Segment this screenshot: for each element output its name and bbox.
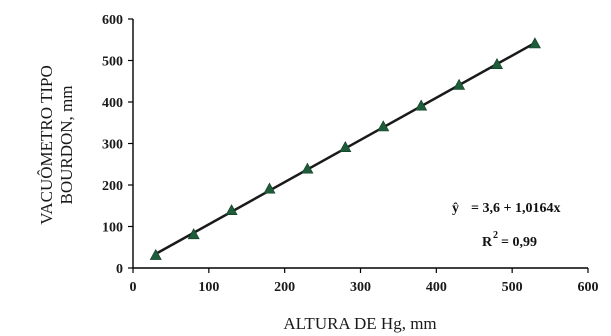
- x-axis-title: ALTURA DE Hg, mm: [283, 314, 436, 333]
- data-point-triangle: [301, 162, 314, 174]
- y-axis-title: VACUÔMETRO TIPO BOURDON, mm: [37, 65, 76, 224]
- y-tick-label: 300: [102, 138, 123, 153]
- x-tick-label: 300: [350, 280, 371, 295]
- data-point-triangle: [187, 228, 200, 240]
- plot-area: 0 100 200 300 400 500 600 0 100 200 300 400 500 600: [102, 13, 599, 295]
- data-point-triangle: [415, 99, 428, 111]
- r-squared-superscript: 2: [493, 230, 498, 241]
- y-axis-title-line-1: VACUÔMETRO TIPO: [37, 65, 56, 224]
- y-tick-label: 200: [102, 179, 123, 194]
- y-tick-label: 0: [116, 262, 123, 277]
- x-axis-ticks: 0 100 200 300 400 500 600: [130, 268, 599, 295]
- r-squared-base: R: [482, 235, 493, 250]
- y-tick-label: 400: [102, 96, 123, 111]
- r-squared-label: R 2 = 0,99: [482, 230, 537, 250]
- data-point-triangle: [453, 78, 466, 90]
- x-tick-label: 500: [502, 280, 523, 295]
- data-points: [149, 37, 541, 260]
- x-tick-label: 200: [274, 280, 295, 295]
- data-point-triangle: [263, 182, 276, 194]
- data-point-triangle: [149, 248, 162, 260]
- regression-equation: ŷ = 3,6 + 1,0164x: [452, 201, 560, 216]
- y-tick-label: 600: [102, 13, 123, 28]
- y-tick-label: 500: [102, 55, 123, 70]
- data-point-triangle: [490, 58, 504, 69]
- equation-symbol: ŷ: [452, 201, 459, 216]
- data-point-triangle: [225, 204, 238, 216]
- y-tick-label: 100: [102, 221, 123, 236]
- data-point-triangle: [339, 141, 352, 152]
- y-axis-ticks: 0 100 200 300 400 500 600: [102, 13, 133, 277]
- x-tick-label: 400: [426, 280, 447, 295]
- x-tick-label: 0: [130, 280, 137, 295]
- data-point-triangle: [377, 120, 390, 132]
- r-squared-value: = 0,99: [501, 235, 537, 250]
- x-tick-label: 100: [198, 280, 219, 295]
- equation-text: = 3,6 + 1,0164x: [471, 201, 560, 216]
- x-tick-label: 600: [578, 280, 599, 295]
- data-point-triangle: [528, 37, 541, 49]
- y-axis-title-line-2: BOURDON, mm: [57, 85, 76, 204]
